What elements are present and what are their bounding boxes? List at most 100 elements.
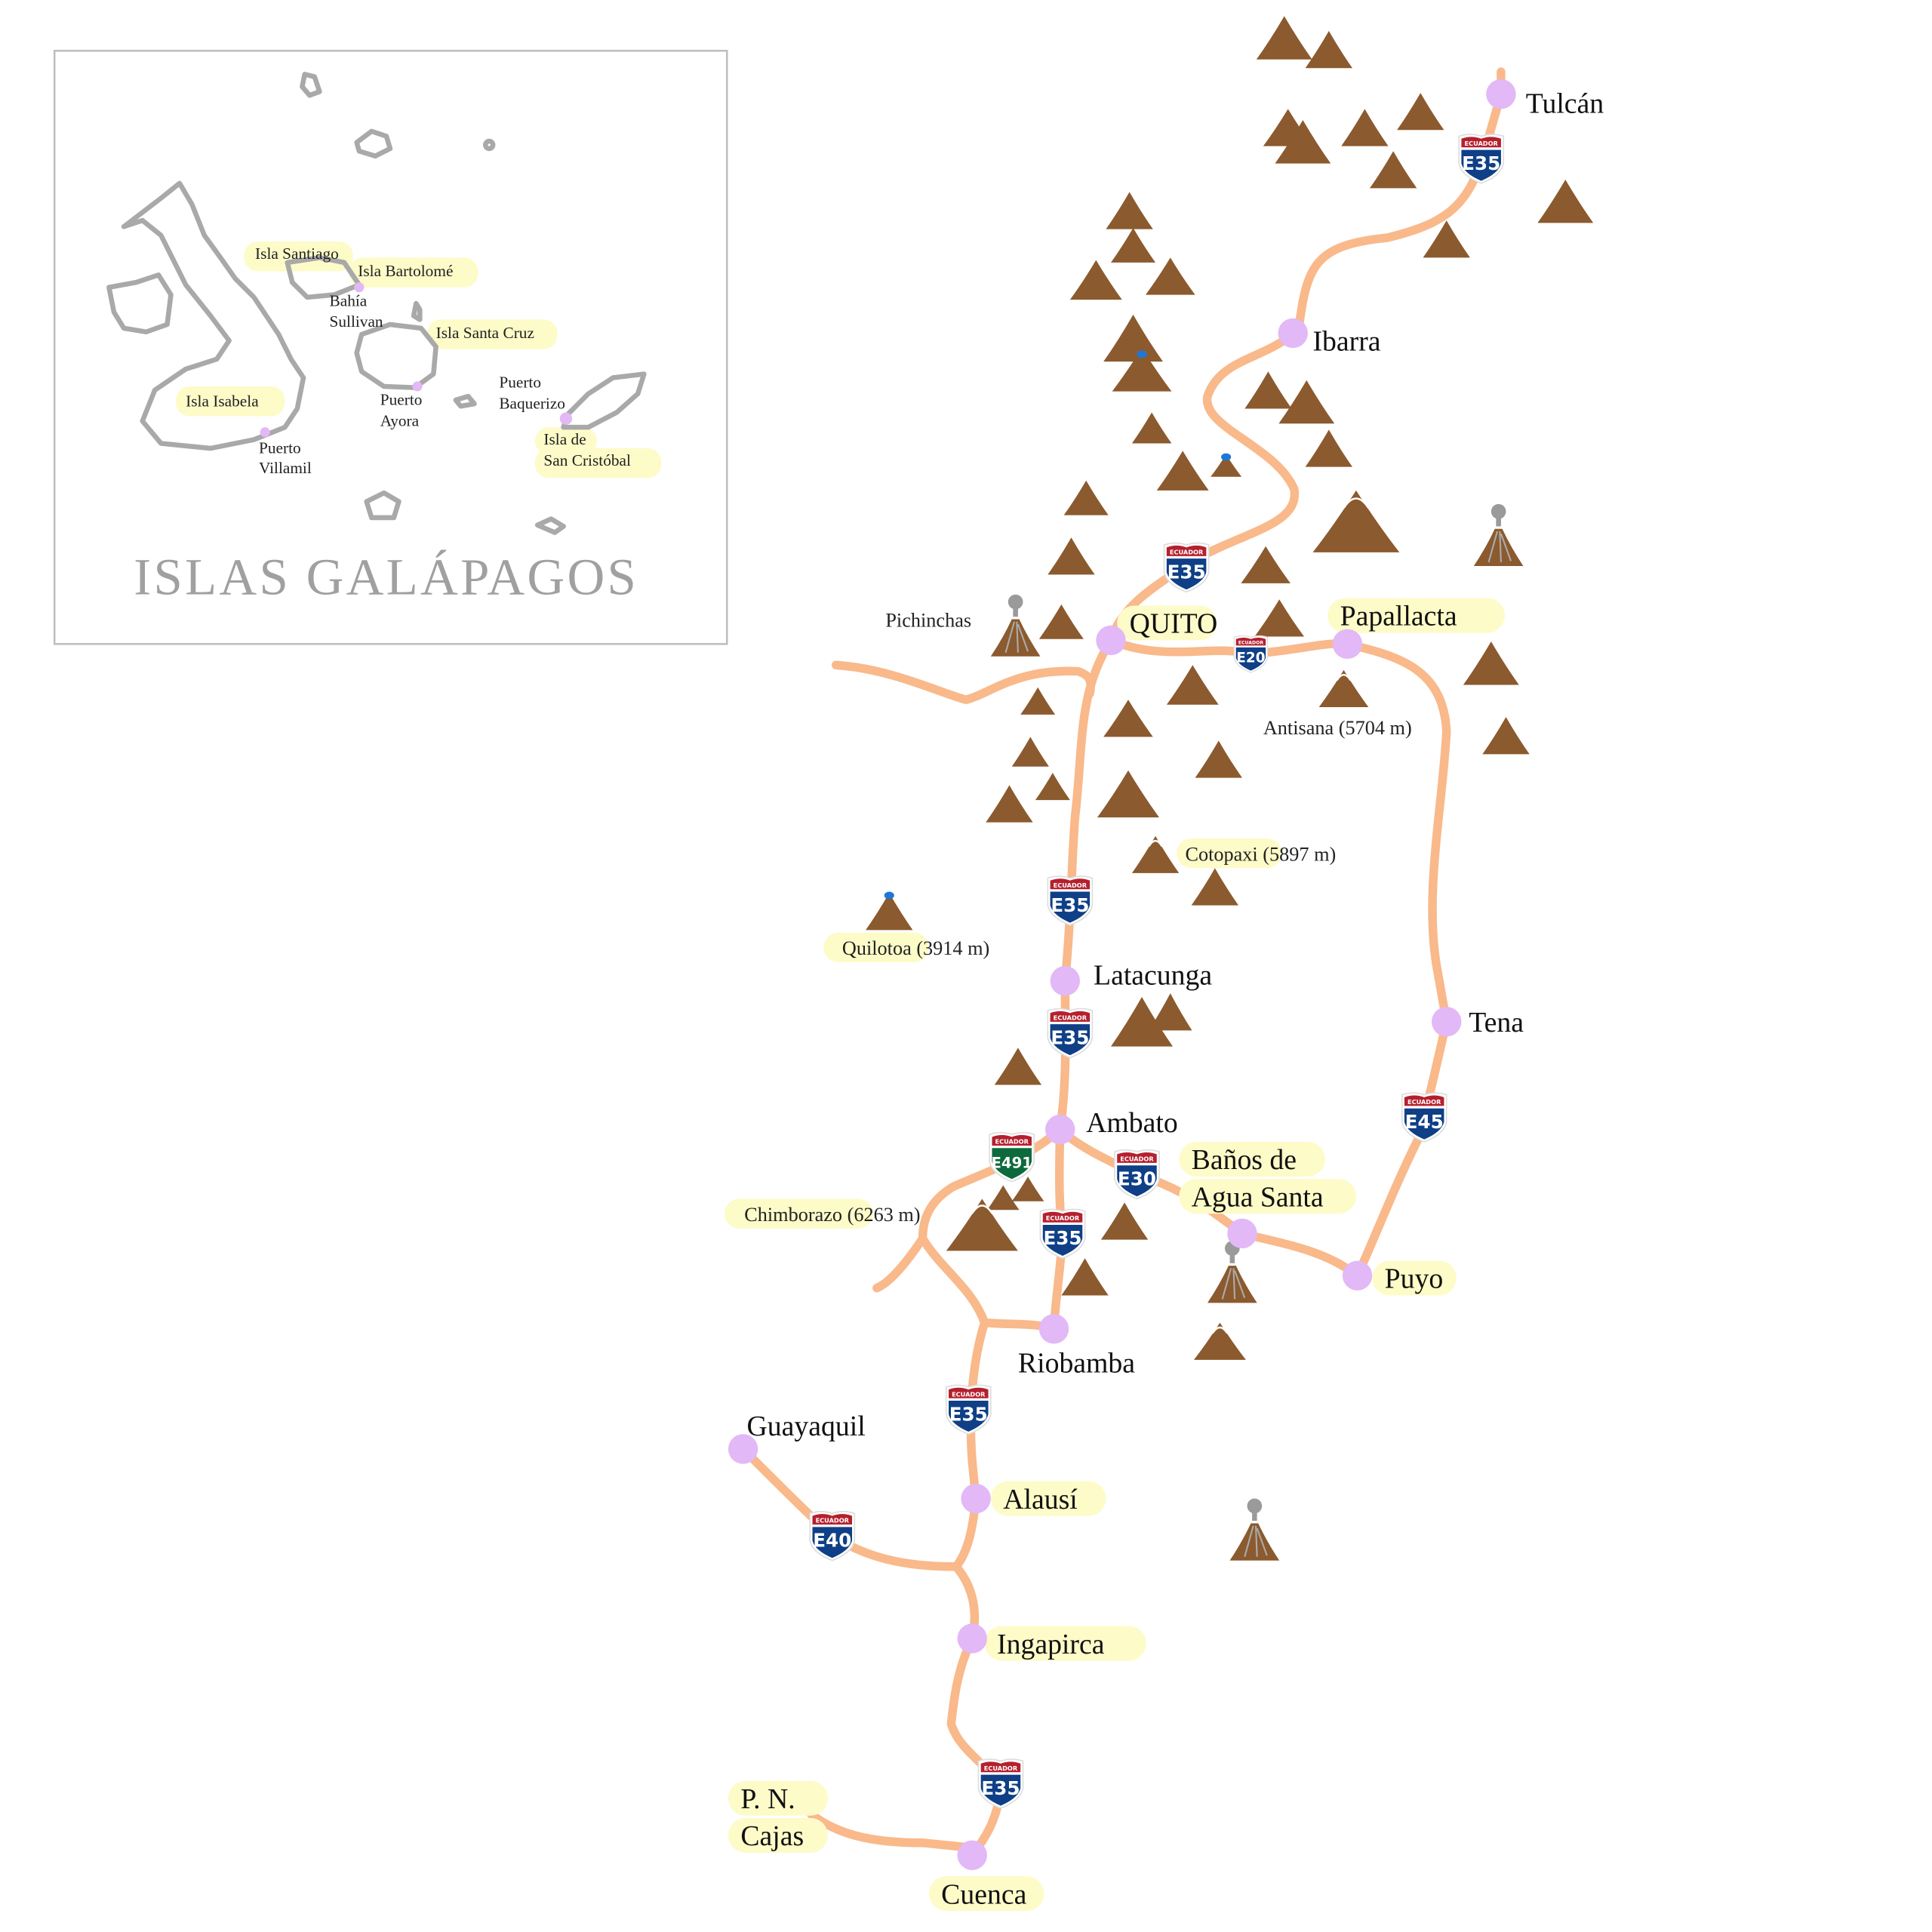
city-dot[interactable]: [1096, 625, 1126, 656]
shield-country: ECUADOR: [995, 1137, 1029, 1145]
route-shield-e20: ECUADOR E20: [1233, 635, 1269, 673]
label-san-cristobal: San Cristóbal: [543, 451, 631, 469]
label-puerto-ayora-2: Ayora: [380, 412, 420, 430]
route-shields: ECUADOR E35 ECUADOR E35 ECUADOR E20 ECUADOR E35…: [809, 134, 1505, 1809]
shield-route: E35: [1462, 152, 1500, 174]
peak-label-pichinchas: Pichinchas: [885, 609, 971, 631]
shield-country: ECUADOR: [984, 1764, 1018, 1772]
mountain-icon: [1256, 16, 1312, 60]
city-dot[interactable]: [728, 1434, 758, 1464]
shield-route: E35: [981, 1777, 1020, 1799]
label-isla-isabela: Isla Isabela: [186, 392, 259, 410]
label-highlight: [928, 1876, 1044, 1912]
label-puerto-villamil-1: Puerto: [259, 439, 301, 457]
label-highlight: [244, 242, 353, 272]
galapagos-inset: Isla Santiago Isla Bartolomé Isla Santa …: [53, 50, 728, 645]
city-dot[interactable]: [1038, 1314, 1069, 1344]
mountain-icon: [1254, 599, 1304, 637]
city-alaus[interactable]: Alausí: [961, 1481, 1106, 1516]
inset-title: ISLAS GALÁPAGOS: [134, 549, 638, 606]
city-label: QUITO: [1130, 608, 1218, 640]
label-highlight: [427, 319, 558, 349]
town-dot-bahia-sullivan: [354, 282, 365, 293]
city-dot[interactable]: [1432, 1007, 1462, 1037]
city-dot[interactable]: [957, 1840, 987, 1870]
cities: Tulcán Ibarra QUITO Papallacta Latacunga Tena…: [728, 79, 1604, 1912]
mountain-icon: [1156, 451, 1209, 491]
shield-route: E40: [813, 1530, 851, 1552]
city-dot[interactable]: [957, 1623, 987, 1654]
city-label: Ibarra: [1312, 325, 1380, 357]
city-cuenca[interactable]: Cuenca: [928, 1840, 1044, 1912]
city-tena[interactable]: Tena: [1432, 1007, 1524, 1038]
city-papallacta[interactable]: Papallacta: [1327, 598, 1505, 660]
label-highlight: [349, 257, 478, 288]
city-dot[interactable]: [961, 1483, 991, 1514]
city-dot[interactable]: [1278, 318, 1308, 349]
highlight: [724, 1198, 873, 1229]
mountain-icon: [1463, 641, 1519, 685]
shield-country: ECUADOR: [1046, 1214, 1080, 1222]
shield-route: E35: [1051, 1026, 1089, 1048]
label-highlight: [1179, 1179, 1356, 1214]
city-label: Guayaquil: [747, 1411, 866, 1442]
island-fernandina: [106, 272, 174, 335]
mountain-icon: [1166, 665, 1219, 705]
route-shield-e30: ECUADOR E30: [1114, 1149, 1160, 1200]
mountain-icon: [1106, 192, 1153, 229]
mountain-icon: [1020, 687, 1056, 715]
shield-route: E35: [1051, 894, 1089, 916]
mountain-icon: [1244, 371, 1292, 409]
city-label: Tena: [1469, 1007, 1524, 1038]
mountain-icon: [1103, 314, 1163, 362]
mountain-icon: [994, 1048, 1042, 1085]
island-santa-cruz: [354, 321, 438, 390]
city-ambato[interactable]: Ambato: [1045, 1107, 1178, 1145]
mountain-icon: [1111, 997, 1174, 1047]
island-marchena: [354, 128, 393, 159]
route-shield-e35: ECUADOR E35: [1458, 134, 1505, 184]
shield-route: E491: [991, 1154, 1032, 1171]
mountain-icon: [986, 785, 1033, 823]
label-highlight: [1372, 1260, 1457, 1296]
label-puerto-villamil-2: Villamil: [259, 459, 312, 477]
city-ba-os-de[interactable]: Baños de: [1179, 1142, 1325, 1177]
city-puyo[interactable]: Puyo: [1342, 1260, 1457, 1296]
city-dot[interactable]: [1486, 79, 1516, 109]
shield-route: E30: [1118, 1168, 1156, 1189]
city-guayaquil[interactable]: Guayaquil: [728, 1411, 866, 1464]
city-ingapirca[interactable]: Ingapirca: [957, 1623, 1146, 1661]
shield-route: E20: [1236, 651, 1265, 666]
mountain-icon: [1195, 740, 1242, 778]
city-riobamba[interactable]: Riobamba: [1018, 1314, 1135, 1379]
city-quito[interactable]: QUITO: [1096, 605, 1218, 656]
island-pinta: [300, 72, 322, 98]
label-highlight: [728, 1818, 829, 1853]
label-highlight: [176, 386, 285, 417]
label-sullivan: Sullivan: [330, 312, 383, 331]
city-dot[interactable]: [1332, 629, 1363, 660]
mountain-icon: [1131, 412, 1172, 444]
city-label: Ambato: [1086, 1107, 1178, 1139]
mountain-icon: [1275, 120, 1331, 164]
city-dot[interactable]: [1050, 966, 1080, 996]
mountain-icon: [1097, 770, 1159, 818]
city-dot[interactable]: [1342, 1260, 1373, 1291]
snowcap-mountain-icon: [1131, 835, 1180, 873]
mountain-icon: [986, 1185, 1020, 1211]
city-dot[interactable]: [1045, 1114, 1075, 1145]
mountain-icon: [1149, 993, 1192, 1031]
city-p-n[interactable]: P. N.: [728, 1780, 829, 1816]
city-label: Alausí: [1003, 1484, 1078, 1515]
city-ibarra[interactable]: Ibarra: [1278, 318, 1381, 358]
city-dot[interactable]: [1227, 1218, 1257, 1249]
city-tulc-n[interactable]: Tulcán: [1486, 79, 1604, 119]
mountains: [866, 16, 1594, 1561]
snowcap-mountain-icon: [946, 1198, 1018, 1251]
city-agua-santa[interactable]: Agua Santa: [1179, 1179, 1356, 1249]
mountain-icon: [1369, 151, 1417, 189]
label-puerto-baquerizo-1: Puerto: [499, 374, 541, 392]
mountain-icon: [1069, 260, 1122, 300]
city-cajas[interactable]: Cajas: [728, 1818, 829, 1853]
city-latacunga[interactable]: Latacunga: [1050, 960, 1213, 996]
